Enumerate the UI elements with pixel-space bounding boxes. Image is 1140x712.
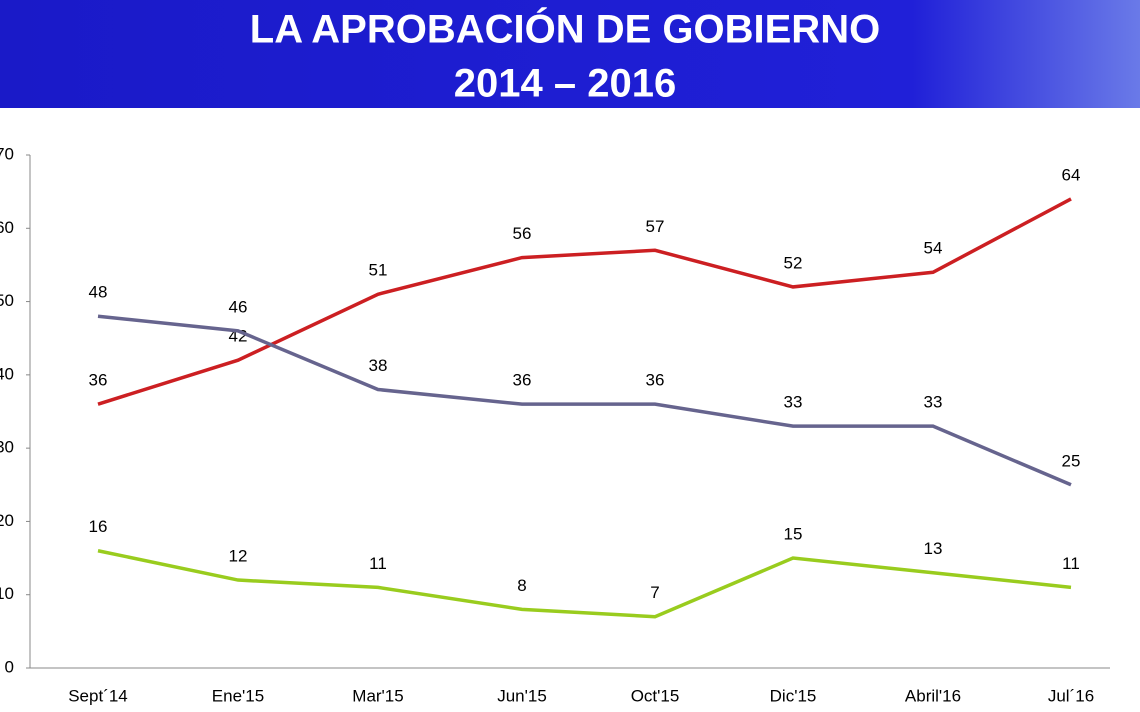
y-tick-label: 40 bbox=[0, 364, 14, 383]
data-label: 52 bbox=[784, 253, 803, 272]
data-label: 16 bbox=[89, 517, 108, 536]
data-label: 11 bbox=[369, 554, 387, 573]
data-label: 64 bbox=[1062, 165, 1081, 184]
chart-subtitle: 2014 – 2016 bbox=[454, 62, 676, 106]
data-label: 15 bbox=[784, 525, 803, 544]
data-label: 54 bbox=[924, 239, 943, 258]
data-label: 12 bbox=[229, 547, 248, 566]
x-tick-label: Sept´14 bbox=[68, 686, 128, 705]
y-tick-label: 30 bbox=[0, 438, 14, 457]
y-tick-label: 20 bbox=[0, 511, 14, 530]
y-tick-label: 60 bbox=[0, 218, 14, 237]
x-tick-label: Jun'15 bbox=[497, 686, 547, 705]
series-line bbox=[97, 197, 1072, 406]
series-line bbox=[97, 314, 1072, 487]
x-tick-label: Oct'15 bbox=[631, 686, 680, 705]
y-tick-label: 70 bbox=[0, 144, 14, 163]
header-band bbox=[0, 0, 1140, 108]
y-tick-label: 10 bbox=[0, 584, 14, 603]
x-tick-label: Jul´16 bbox=[1048, 686, 1094, 705]
x-tick-label: Dic'15 bbox=[770, 686, 817, 705]
data-label: 57 bbox=[646, 217, 665, 236]
data-label: 48 bbox=[89, 283, 108, 302]
data-label: 51 bbox=[369, 261, 388, 280]
x-tick-label: Ene'15 bbox=[212, 686, 264, 705]
data-label: 56 bbox=[513, 224, 532, 243]
series-line bbox=[97, 549, 1072, 619]
data-label: 38 bbox=[369, 356, 388, 375]
data-label: 33 bbox=[784, 393, 803, 412]
x-tick-label: Mar'15 bbox=[352, 686, 403, 705]
data-label: 11 bbox=[1062, 554, 1080, 573]
data-label: 36 bbox=[89, 371, 108, 390]
chart-title: LA APROBACIÓN DE GOBIERNO bbox=[250, 6, 880, 52]
y-tick-label: 50 bbox=[0, 291, 14, 310]
y-tick-label: 0 bbox=[5, 657, 14, 676]
data-label: 13 bbox=[924, 539, 943, 558]
data-label: 33 bbox=[924, 393, 943, 412]
data-label: 8 bbox=[517, 576, 526, 595]
data-label: 36 bbox=[646, 371, 665, 390]
data-label: 25 bbox=[1062, 451, 1081, 470]
x-tick-label: Abril'16 bbox=[905, 686, 961, 705]
data-label: 46 bbox=[229, 297, 248, 316]
data-label: 7 bbox=[650, 583, 659, 602]
data-label: 36 bbox=[513, 371, 532, 390]
